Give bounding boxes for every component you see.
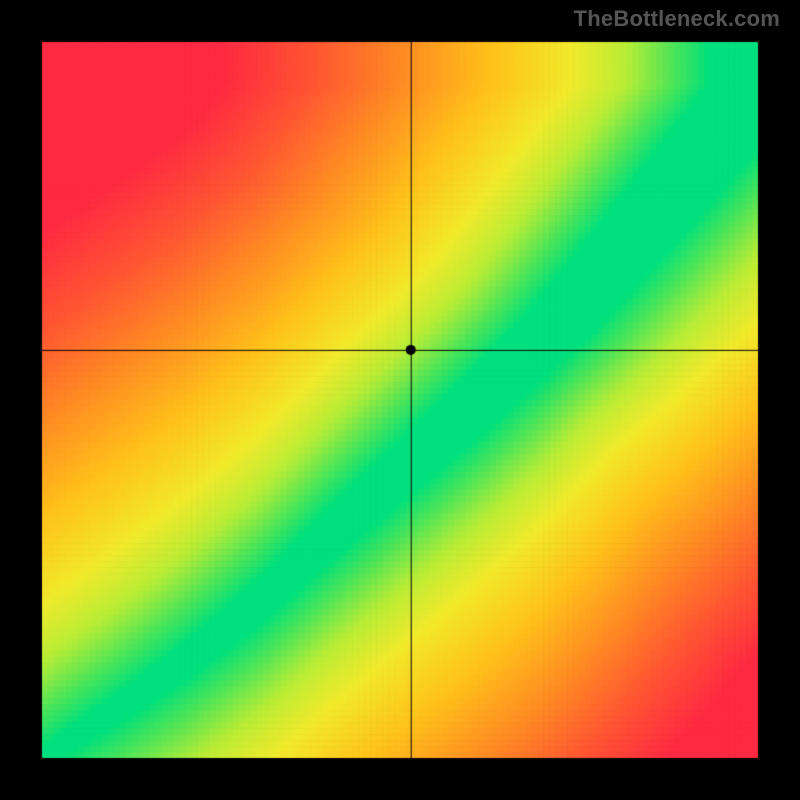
watermark-text: TheBottleneck.com — [574, 6, 780, 32]
bottleneck-heatmap-canvas — [0, 0, 800, 800]
chart-root: TheBottleneck.com — [0, 0, 800, 800]
